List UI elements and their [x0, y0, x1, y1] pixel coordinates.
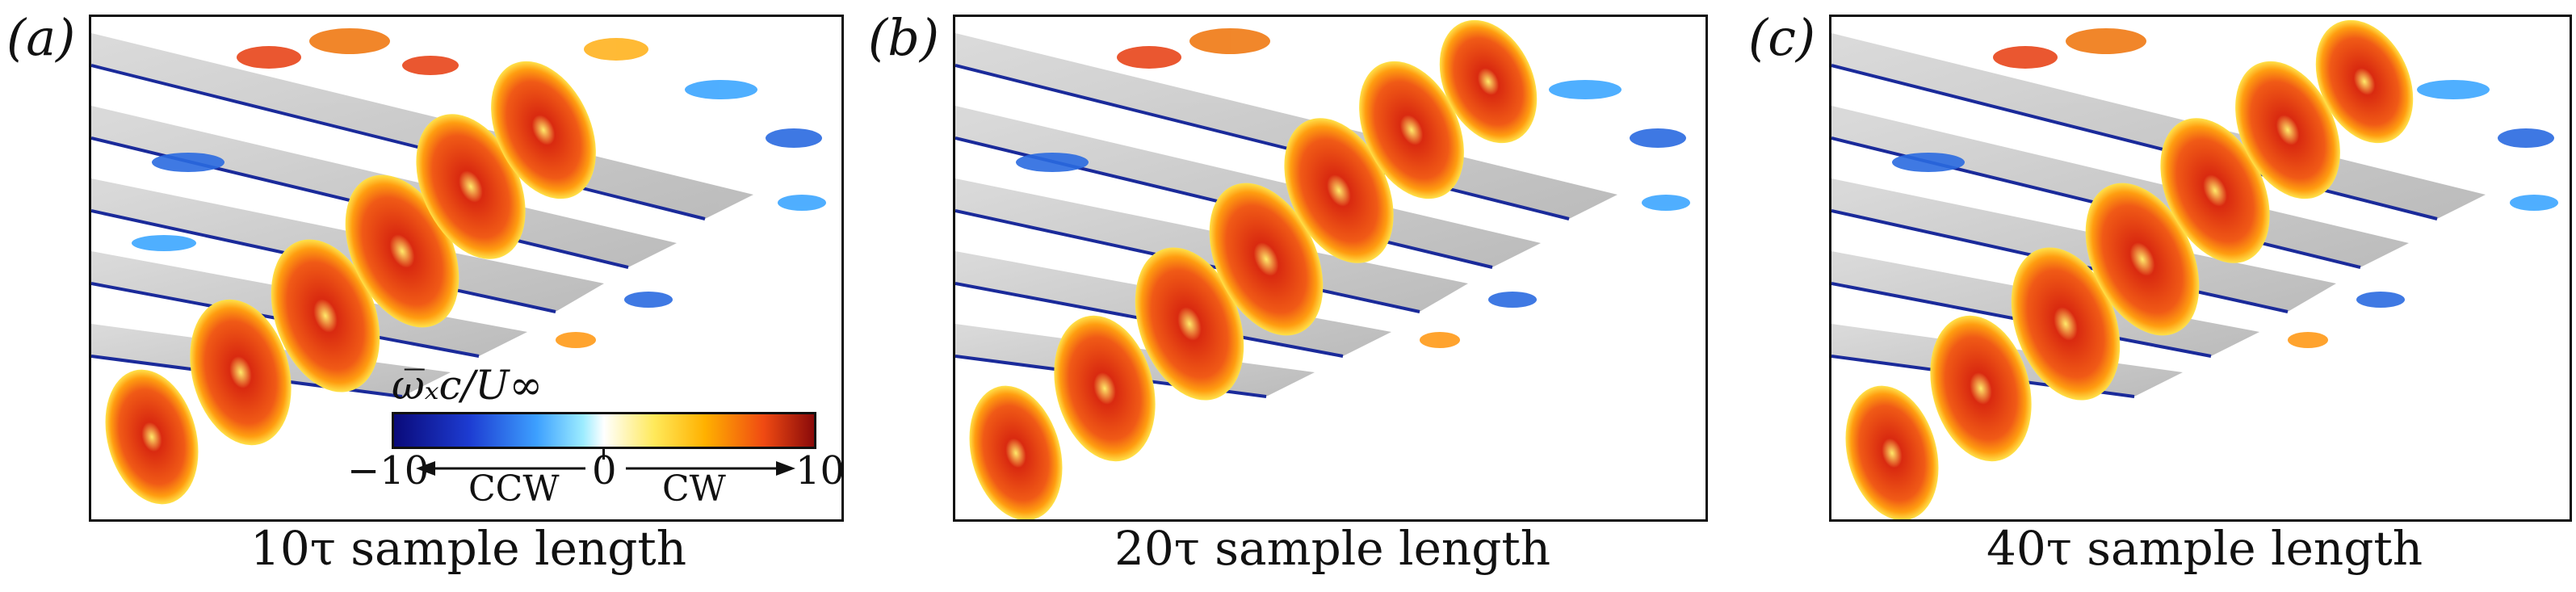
vorticity-field-image [1831, 19, 2558, 519]
colorbar-max-label: 10 [795, 448, 845, 493]
figure-frame [1829, 15, 2572, 522]
colorbar-gradient [392, 412, 816, 449]
panel-label: (b) [868, 8, 940, 67]
panel-caption: 40τ sample length [1986, 521, 2423, 576]
panel-label: (a) [6, 8, 76, 67]
colorbar-arrows [416, 461, 795, 476]
colorbar-min-label: −10 [347, 448, 430, 493]
panel-caption: 10τ sample length [250, 521, 687, 576]
colorbar-title: ω̅ₓc/U∞ [392, 362, 543, 409]
panel-label: (c) [1748, 8, 1816, 67]
colorbar-zero-tick [602, 448, 605, 460]
panel-caption: 20τ sample length [1114, 521, 1551, 576]
vorticity-field-image [91, 28, 826, 505]
figure-frame [953, 15, 1708, 522]
colorbar-ccw-label: CCW [468, 468, 560, 510]
colorbar-cw-label: CW [662, 468, 726, 510]
figure-frame [89, 15, 844, 522]
colorbar-mid-label: 0 [592, 448, 617, 493]
vorticity-field-image [955, 19, 1690, 519]
